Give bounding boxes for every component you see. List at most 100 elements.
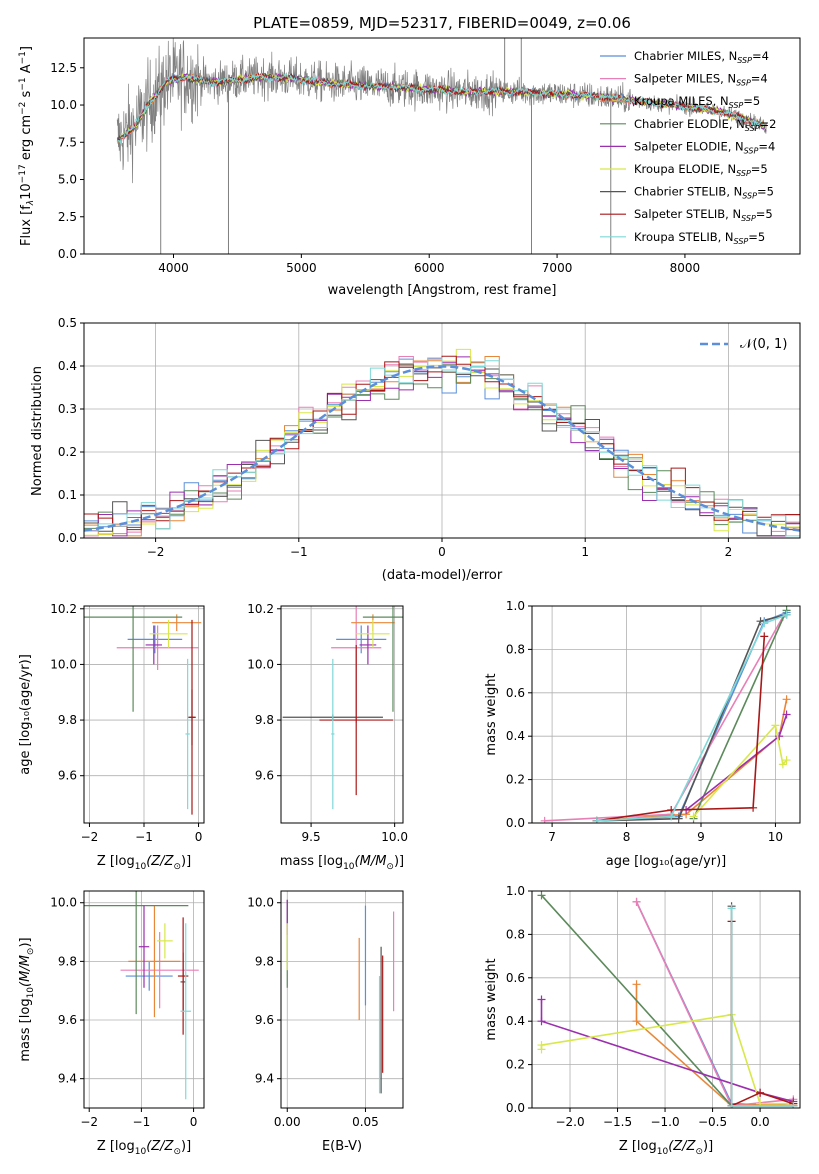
weight-marker	[760, 619, 769, 628]
y-tick-label: 0.1	[58, 488, 77, 502]
histogram-ylabel: Normed distribution	[30, 366, 45, 496]
weight-marker	[760, 632, 769, 641]
weight-marker	[667, 812, 676, 821]
x-tick-label: 9	[697, 830, 705, 844]
y-tick-label: 9.8	[255, 954, 274, 968]
x-tick-label: 10.0	[381, 830, 408, 844]
weight-marker	[632, 980, 641, 989]
spectrum-xlabel: wavelength [Angstrom, rest frame]	[328, 283, 557, 298]
legend-label: Kroupa STELIB, NSSP=5	[634, 230, 765, 246]
y-axis-label: mass weight	[484, 958, 499, 1040]
x-tick-label: 4000	[158, 261, 189, 275]
x-tick-label: −2.0	[555, 1115, 584, 1129]
y-tick-label: 2.5	[58, 210, 77, 224]
y-tick-label: 0.6	[506, 971, 525, 985]
y-tick-label: 0.2	[506, 1058, 525, 1072]
weight-marker	[674, 814, 683, 823]
y-tick-label: 9.6	[58, 1013, 77, 1027]
y-tick-label: 9.8	[58, 713, 77, 727]
y-tick-label: 0.0	[58, 247, 77, 261]
histogram-legend: 𝒩(0, 1)	[700, 337, 787, 352]
normal-legend-label: 𝒩(0, 1)	[740, 337, 787, 352]
y-axis-label: mass weight	[484, 673, 499, 755]
y-tick-label: 0.0	[58, 531, 77, 545]
y-tick-label: 10.0	[50, 657, 77, 671]
legend-label: Kroupa ELODIE, NSSP=5	[634, 162, 768, 178]
axes-frame	[280, 890, 404, 1109]
y-tick-label: 0.0	[506, 816, 525, 830]
histogram-ticks: −2 −1 0 1 2 0.0 0.1 0.2 0.3 0.4 0.5	[58, 316, 800, 559]
weight-line-salpeter-stelib	[730, 921, 794, 1108]
y-tick-label: 0.5	[58, 316, 77, 330]
x-tick-label: 2	[725, 545, 733, 559]
y-tick-label: 9.6	[255, 1013, 274, 1027]
y-tick-label: 10.0	[247, 657, 274, 671]
y-axis-label: mass [log10(M/M⊙)]	[18, 937, 36, 1061]
axes-frame	[531, 605, 801, 824]
weight-marker	[789, 1101, 798, 1108]
weight-marker	[632, 897, 641, 906]
x-tick-label: 0	[195, 830, 203, 844]
x-axis-label: age [log₁₀(age/yr)]	[606, 854, 727, 869]
weight-marker	[727, 904, 736, 913]
x-tick-label: −2	[81, 830, 99, 844]
x-tick-label: 5000	[286, 261, 317, 275]
weight-line-kroupa-stelib	[730, 908, 794, 1107]
x-tick-label: 1	[581, 545, 589, 559]
x-tick-label: −1	[133, 1115, 151, 1129]
weight-line-salpeter-stelib	[596, 636, 766, 822]
z-mass-chart: −2 −1 0 9.4 9.6 9.8 10.0 Z [log10(Z/Z⊙)] mass [l…	[18, 890, 205, 1157]
axes-frame	[531, 890, 801, 1109]
y-tick-label: 0.4	[58, 359, 77, 373]
normal-curve	[84, 365, 800, 532]
weight-marker	[756, 1088, 765, 1097]
legend-label: Kroupa MILES, NSSP=5	[634, 94, 760, 110]
x-tick-label: 0	[190, 1115, 198, 1129]
x-axis-label: Z [log10(Z/Z⊙)]	[97, 1139, 191, 1157]
weight-line-salpeter-miles	[635, 901, 794, 1107]
model-spectrum-kroupa-stelib	[116, 72, 767, 145]
weight-line-chabrier-stelib	[730, 906, 794, 1107]
axes-frame	[280, 605, 404, 824]
weight-marker	[727, 1101, 736, 1108]
weight-marker	[782, 610, 791, 619]
weight-marker	[689, 812, 698, 821]
x-tick-label: 8	[623, 830, 631, 844]
spectrum-lines	[116, 38, 767, 254]
y-tick-label: 0.3	[58, 402, 77, 416]
y-tick-label: 10.0	[50, 98, 77, 112]
weight-marker	[782, 695, 791, 704]
weight-line-kroupa-stelib	[596, 613, 787, 822]
weight-line-chabrier-elodie	[692, 609, 788, 820]
x-tick-label: 0	[438, 545, 446, 559]
weight-line-chabrier-miles	[635, 901, 794, 1107]
legend-label: Salpeter ELODIE, NSSP=4	[634, 139, 775, 155]
histogram-xlabel: (data-model)/error	[382, 568, 503, 583]
y-tick-label: 10.0	[50, 896, 77, 910]
x-tick-label: 6000	[414, 261, 445, 275]
y-tick-label: 0.8	[506, 642, 525, 656]
spectrum-axes-frame	[83, 37, 801, 255]
weight-marker	[537, 995, 546, 1004]
y-tick-label: 0.6	[506, 686, 525, 700]
y-tick-label: 5.0	[58, 173, 77, 187]
weight-marker	[749, 803, 758, 812]
mass-age-chart: 9.5 10.0 9.6 9.8 10.0 10.2 mass [log10(M/M⊙)]	[247, 602, 408, 872]
y-axis-label: age [log₁₀(age/yr)]	[18, 654, 33, 775]
x-tick-label: −1	[290, 545, 308, 559]
axes-frame	[83, 605, 205, 824]
x-tick-label: 9.5	[302, 830, 321, 844]
y-tick-label: 1.0	[506, 884, 525, 898]
histogram-axes-frame	[83, 322, 801, 539]
weight-line-kroupa-elodie	[540, 1013, 794, 1105]
x-tick-label: 7000	[542, 261, 573, 275]
y-tick-label: 0.2	[506, 773, 525, 787]
weight-line-kroupa-elodie	[692, 723, 788, 818]
y-tick-label: 9.4	[255, 1072, 274, 1086]
legend-label: Chabrier MILES, NSSP=4	[634, 49, 769, 65]
residual-histogram-chart: −2 −1 0 1 2 0.0 0.1 0.2 0.3 0.4 0.5 (data-model)/e…	[30, 316, 801, 583]
spectrum-ylabel: Flux [fλ10−17 erg cm−2 s−1 A−1]	[18, 46, 36, 246]
y-tick-label: 9.6	[255, 769, 274, 783]
